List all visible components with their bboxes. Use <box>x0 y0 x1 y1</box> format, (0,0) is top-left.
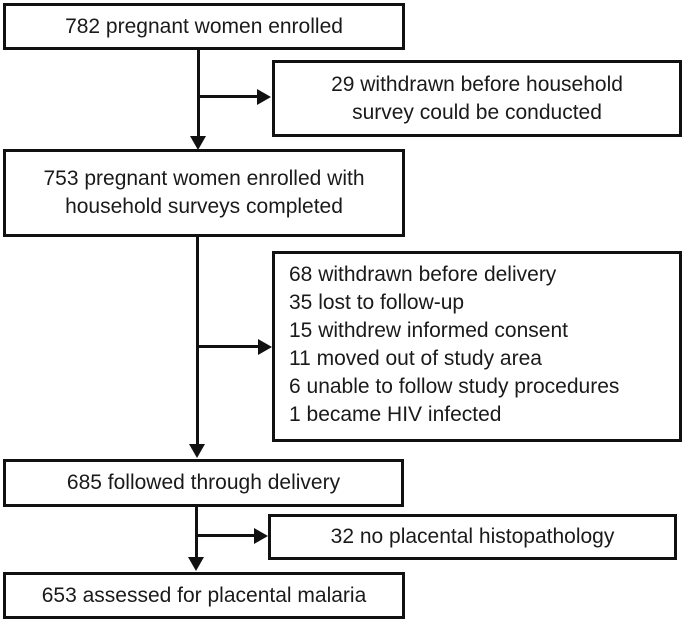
connector-delivery-to-assessed-line <box>195 506 198 559</box>
box-surveys-completed-line2: household surveys completed <box>65 195 343 218</box>
box-surveys-completed: 753 pregnant women enrolled with househo… <box>3 149 405 237</box>
box-followed-through-delivery: 685 followed through delivery <box>3 459 404 507</box>
box-surveys-completed-line1: 753 pregnant women enrolled with <box>43 167 365 190</box>
arrow-right-icon <box>258 339 272 355</box>
became-hiv-infected-item: 1 became HIV infected <box>289 403 502 426</box>
arrow-right-icon <box>254 528 268 544</box>
box-assessed-for-placental-malaria: 653 assessed for placental malaria <box>3 572 405 619</box>
box-assessed-for-placental-malaria-text: 653 assessed for placental malaria <box>41 583 367 607</box>
box-followed-through-delivery-text: 685 followed through delivery <box>66 471 341 494</box>
unable-to-follow-item: 6 unable to follow study procedures <box>289 375 620 398</box>
branch-to-no-histopathology-line <box>195 534 254 537</box>
box-withdrawn-before-survey-line1: 29 withdrawn before household <box>331 72 623 96</box>
moved-out-item: 11 moved out of study area <box>289 347 542 370</box>
branch-to-withdrawn-before-survey-line <box>197 95 257 98</box>
branch-to-withdrawn-before-delivery-line <box>196 345 258 348</box>
box-no-placental-histopathology: 32 no placental histopathology <box>268 514 677 560</box>
box-withdrawn-before-survey-line2: survey could be conducted <box>352 100 602 124</box>
box-withdrawn-before-survey: 29 withdrawn before household survey cou… <box>272 60 682 137</box>
box-withdrawn-before-delivery: 68 withdrawn before delivery 35 lost to … <box>272 251 682 442</box>
lost-to-follow-up-item: 35 lost to follow-up <box>289 291 465 314</box>
box-no-placental-histopathology-text: 32 no placental histopathology <box>330 525 615 548</box>
arrow-down-icon <box>190 136 206 150</box>
arrow-down-icon <box>188 557 204 571</box>
connector-surveys-to-delivery-line <box>196 236 199 445</box>
box-enrolled-text: 782 pregnant women enrolled <box>65 14 343 38</box>
connector-enrolled-to-surveys-line <box>197 49 200 137</box>
box-enrolled: 782 pregnant women enrolled <box>3 3 405 50</box>
withdrew-consent-item: 15 withdrew informed consent <box>289 319 568 342</box>
withdrawn-before-delivery-item: 68 withdrawn before delivery <box>289 263 557 286</box>
arrow-down-icon <box>189 444 205 458</box>
arrow-right-icon <box>257 89 271 105</box>
